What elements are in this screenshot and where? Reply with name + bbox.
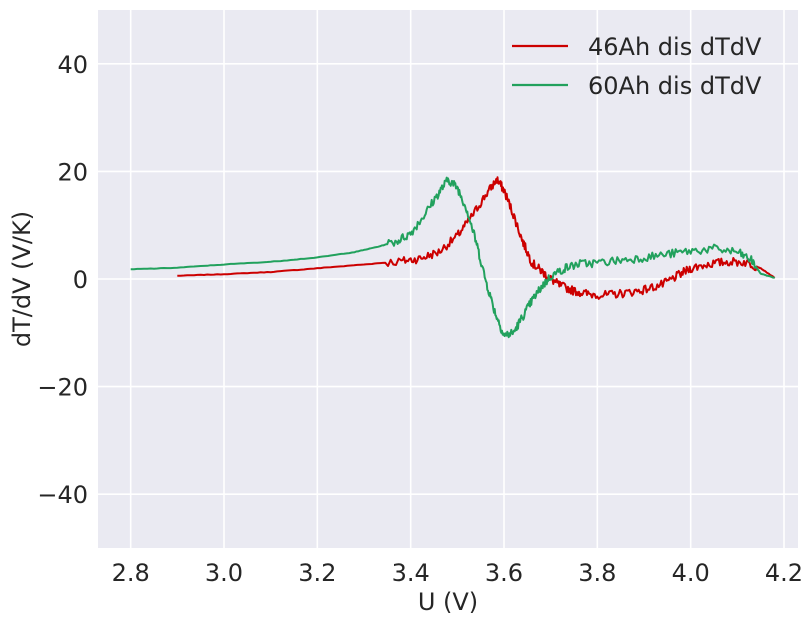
x-tick-label: 4.2 xyxy=(765,559,803,587)
series-line-1 xyxy=(177,176,776,300)
x-axis-ticks: 2.8 3.0 3.2 3.4 3.6 3.8 4.0 4.2 xyxy=(112,559,804,587)
y-axis-ticks: 40 20 0 −20 −40 xyxy=(37,51,88,509)
legend: 46Ah dis dTdV 60Ah dis dTdV xyxy=(512,33,762,100)
y-tick-label: 0 xyxy=(73,266,88,294)
series-line-2 xyxy=(130,176,775,339)
y-tick-label: −20 xyxy=(37,374,88,402)
x-tick-label: 3.8 xyxy=(578,559,616,587)
x-axis-label: U (V) xyxy=(418,588,478,616)
grid xyxy=(98,10,798,548)
x-tick-label: 3.0 xyxy=(205,559,243,587)
y-tick-label: −40 xyxy=(37,481,88,509)
y-tick-label: 40 xyxy=(57,51,88,79)
x-tick-label: 2.8 xyxy=(112,559,150,587)
legend-label: 60Ah dis dTdV xyxy=(588,72,762,100)
x-tick-label: 3.4 xyxy=(392,559,430,587)
y-axis-label: dT/dV (V/K) xyxy=(8,211,36,347)
x-tick-label: 3.2 xyxy=(298,559,336,587)
y-tick-label: 20 xyxy=(57,158,88,186)
x-tick-label: 4.0 xyxy=(672,559,710,587)
x-tick-label: 3.6 xyxy=(485,559,523,587)
legend-label: 46Ah dis dTdV xyxy=(588,33,762,61)
series-layer xyxy=(130,176,776,339)
